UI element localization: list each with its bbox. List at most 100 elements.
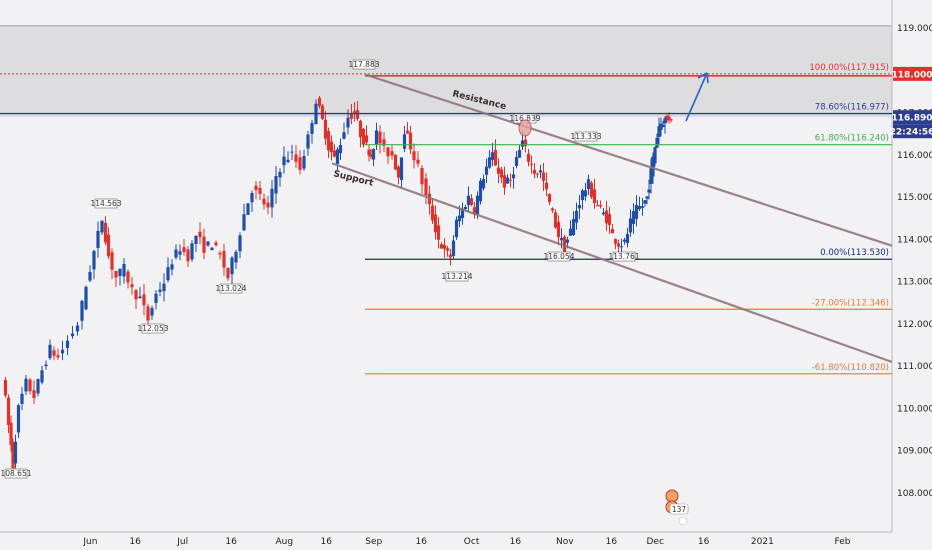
candle-body (32, 390, 36, 398)
candle-body (487, 157, 492, 168)
candle-body (146, 306, 150, 321)
candle-body (393, 154, 398, 170)
candle-body (162, 283, 166, 292)
swing-label-box (4, 468, 28, 479)
swing-price-label: 113.024 (215, 283, 247, 294)
candle-body (320, 105, 325, 119)
x-tick-label: 16 (698, 537, 710, 547)
candle-body (595, 205, 600, 207)
candle-body (523, 139, 528, 146)
price-tag-text: 22:24:56 (890, 128, 932, 138)
y-tick-label: 113.000 (897, 278, 932, 288)
candle-body (659, 123, 663, 130)
candle-body (282, 156, 286, 166)
candle-body (496, 167, 501, 174)
x-tick-label: 16 (510, 537, 522, 547)
price-tag-box (893, 124, 932, 139)
candle-body (122, 264, 126, 277)
price-tag-box (893, 110, 932, 125)
fib-level-label: 61.80%(116.240) (815, 134, 889, 144)
candle-body (640, 206, 645, 208)
candle-body (355, 110, 360, 119)
swing-label-box (352, 59, 376, 70)
candle-body (484, 166, 489, 175)
candle-body (9, 422, 13, 445)
candle-body (306, 134, 310, 149)
candle-body (342, 132, 346, 139)
candle-body (166, 267, 170, 281)
candle-body (499, 169, 504, 178)
candle-body (396, 166, 401, 178)
price-tag-text: 118.000 (892, 70, 932, 80)
candle-body (475, 195, 480, 215)
candle-body (665, 115, 669, 119)
candle-body (374, 130, 379, 145)
candle-body (481, 179, 486, 189)
candle-body (20, 393, 24, 404)
candle-body (433, 214, 438, 233)
candle-body (44, 364, 48, 367)
candle-body (361, 128, 366, 145)
x-tick-label: Sep (365, 537, 382, 547)
highlight-circle (518, 119, 532, 137)
candle-body (571, 219, 576, 235)
candle-body (142, 294, 146, 306)
candle-body (416, 159, 420, 164)
candle-body (302, 156, 306, 169)
candle-body (667, 116, 671, 121)
price-tag-text: 116.890 (892, 114, 932, 124)
candle-body (118, 268, 122, 276)
candle-body (460, 208, 465, 219)
candle-body (358, 120, 363, 138)
y-tick-label: 111.000 (897, 362, 932, 372)
candle-body (610, 229, 615, 234)
candle-body (134, 290, 138, 300)
candle-body (317, 97, 322, 107)
candle-body (601, 212, 606, 215)
candle-body (364, 135, 369, 143)
candle-body (258, 187, 262, 194)
candle-body (138, 296, 142, 299)
candle-body (544, 182, 549, 190)
candle-body (182, 247, 186, 252)
price-tag: 22:24:56 (890, 124, 932, 139)
candle-body (653, 147, 657, 164)
event-icon (665, 489, 679, 503)
swing-label-box (612, 251, 636, 262)
candle-body (40, 370, 44, 383)
candle-body (645, 196, 649, 199)
candle-body (28, 379, 32, 392)
candle-body (628, 218, 633, 233)
candle-body (194, 235, 198, 245)
x-tick-label: 2021 (751, 537, 774, 547)
candle-body (649, 167, 653, 184)
y-tick-label: 114.000 (897, 235, 932, 245)
candle-body (598, 205, 603, 207)
event-badges: 137 (665, 489, 689, 526)
candle-body (559, 238, 564, 241)
event-count-text: 137 (672, 505, 687, 514)
candle-body (24, 378, 28, 392)
candle-body (517, 149, 522, 158)
candle-body (254, 185, 258, 191)
candles-group (3, 95, 673, 476)
candle-body (669, 119, 673, 121)
candle-body (613, 239, 618, 244)
price-tag: 116.890 (892, 110, 932, 125)
candle-body (625, 234, 630, 244)
candle-body (508, 179, 513, 181)
y-tick-label: 109.000 (897, 447, 932, 457)
candle-body (352, 111, 357, 114)
candle-body (382, 139, 386, 146)
candle-body (246, 203, 250, 215)
candle-body (589, 182, 594, 198)
y-tick-label: 108.000 (897, 489, 932, 499)
candle-body (198, 231, 202, 238)
candle-body (6, 397, 11, 426)
candle-body (655, 137, 659, 148)
candle-body (466, 195, 471, 206)
y-tick-label: 110.000 (897, 404, 932, 414)
candle-body (338, 145, 343, 154)
candle-body (329, 141, 334, 153)
candle-body (349, 113, 354, 119)
